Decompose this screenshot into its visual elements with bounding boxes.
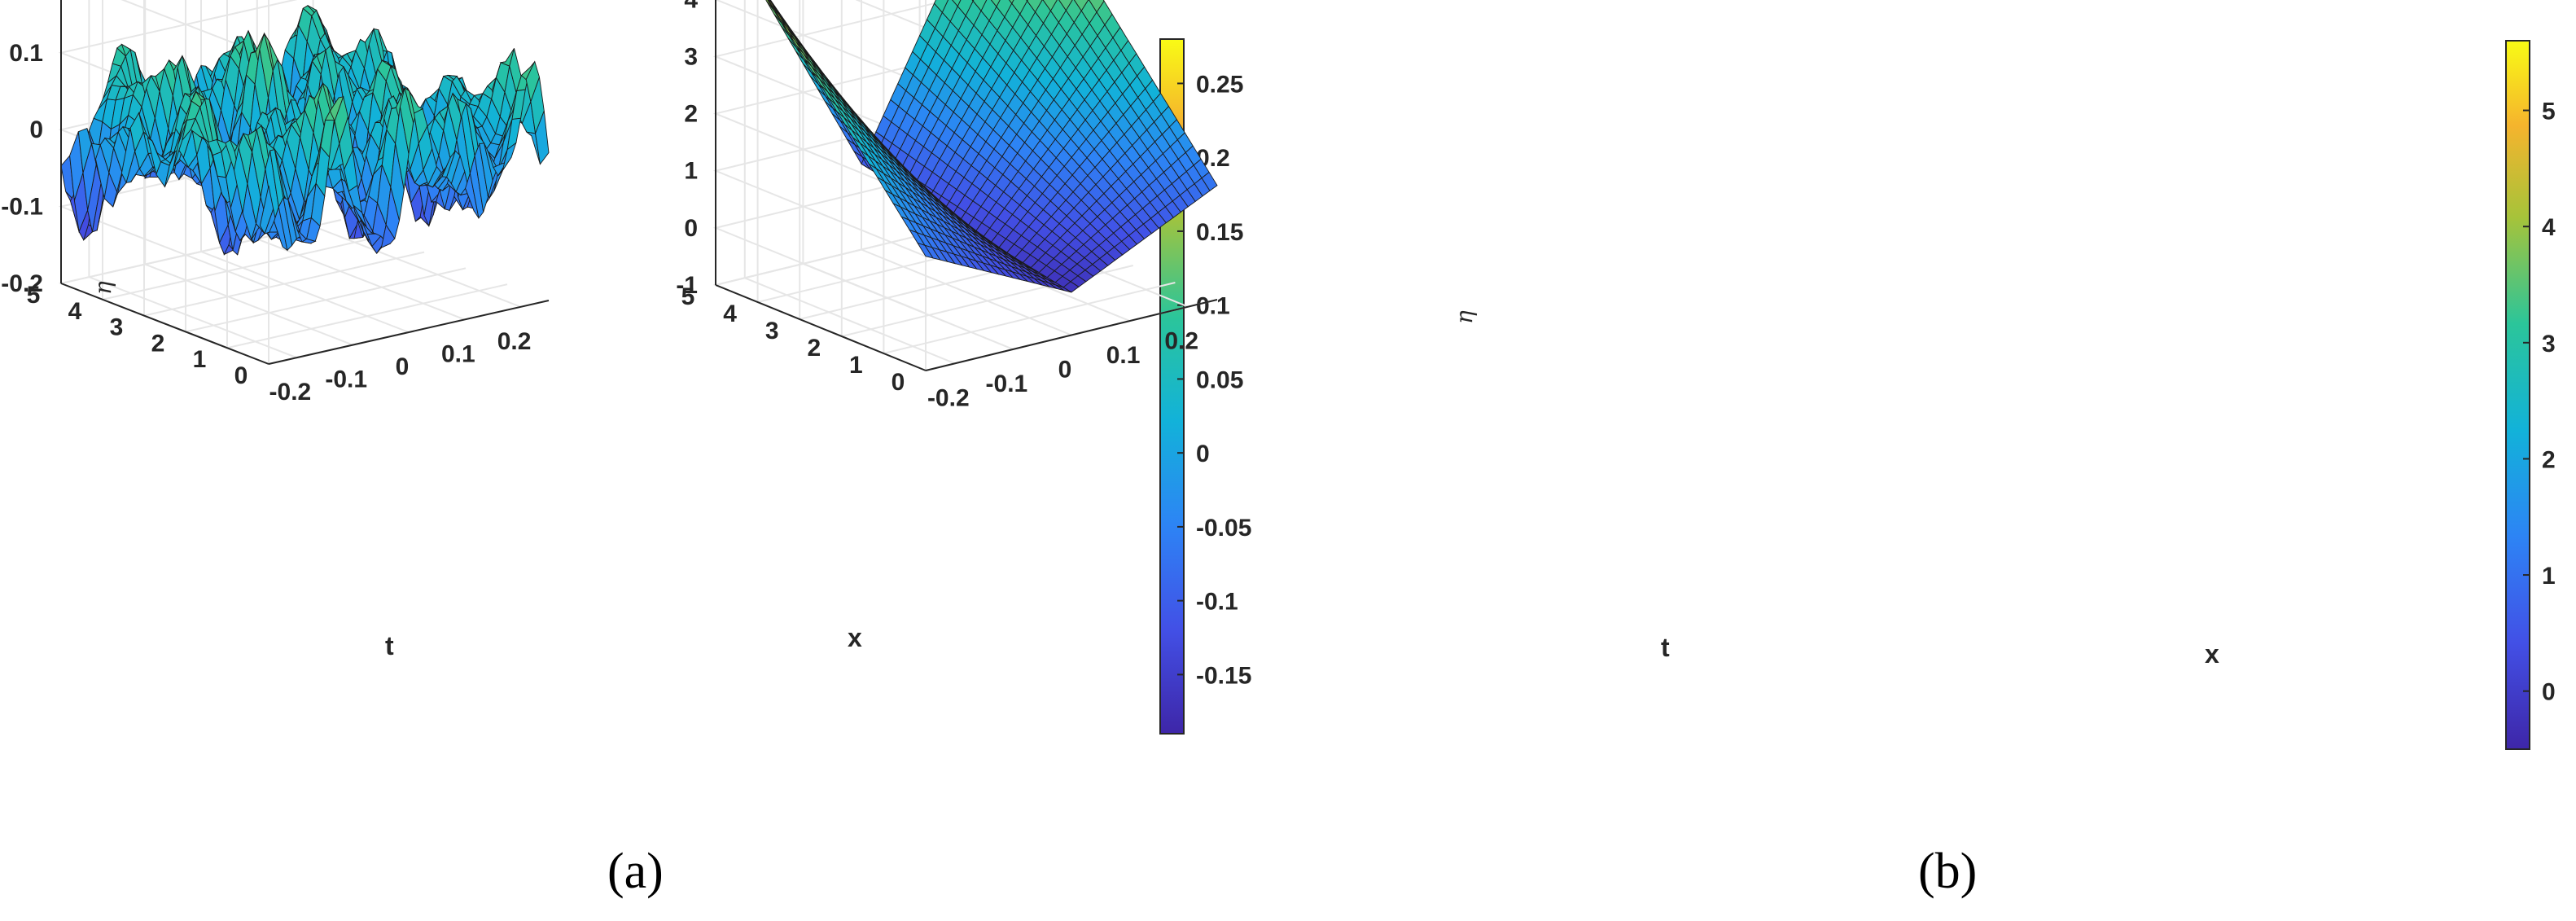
z-tick-label: 0.1 — [9, 40, 43, 67]
colorbar-tick-label: -0.1 — [1196, 589, 1238, 616]
z-tick-label: 3 — [684, 43, 698, 70]
grid-line — [144, 0, 353, 346]
z-tick-label: 4 — [684, 0, 698, 13]
surface-patch — [990, 0, 1001, 8]
z-tick-label: 1 — [684, 158, 698, 185]
panel-b-caption: (b) — [1918, 844, 1977, 899]
t-tick-label: 1 — [849, 352, 863, 379]
grid-line — [715, 0, 927, 86]
colorbar-tick-label: -0.15 — [1196, 662, 1251, 689]
colorbar-tick-label: 2 — [2542, 446, 2556, 473]
panel-a-surface — [60, 4, 550, 256]
panel-b-t-label: t — [1661, 633, 1670, 662]
grid-line — [200, 0, 410, 333]
panel-b-colorbar — [2505, 40, 2530, 750]
colorbar-tick-label: 0.05 — [1196, 366, 1243, 393]
grid-line — [861, 0, 1072, 336]
z-tick-label: 0 — [29, 116, 43, 143]
t-tick-label: 3 — [110, 314, 124, 341]
panel-b-x-label: x — [2205, 639, 2219, 669]
panel-b-colorbar-ticks: 0 1 2 3 4 5 — [2523, 99, 2556, 706]
x-tick-label: -0.1 — [325, 366, 367, 393]
t-tick-label: 4 — [68, 298, 82, 325]
t-tick-label: 3 — [765, 318, 779, 344]
surface-patch — [535, 111, 550, 165]
axis-line — [715, 284, 927, 371]
t-tick-label: 5 — [681, 283, 695, 310]
t-tick-label: 2 — [151, 330, 165, 357]
surface-patch — [1201, 171, 1218, 191]
colorbar-tick-label: -0.05 — [1196, 515, 1251, 542]
colorbar-tick-label: 1 — [2542, 563, 2556, 590]
panel-a-x-label: x — [848, 623, 862, 652]
panel-a-axis-lines — [60, 0, 550, 365]
axis-line — [925, 299, 1218, 371]
x-tick-label: 0.1 — [441, 340, 475, 367]
t-tick-label: 1 — [193, 346, 207, 373]
x-tick-label: -0.2 — [927, 384, 970, 411]
x-tick-label: 0 — [1058, 357, 1072, 384]
colorbar-tick-label: 0 — [2542, 679, 2556, 706]
z-tick-label: -0.1 — [1, 194, 43, 221]
grid-line — [88, 0, 297, 359]
panel-a: -0.2-0.100.10.2012345-0.2-0.100.10.20.3 … — [1, 0, 1251, 899]
t-tick-label: 5 — [27, 282, 41, 309]
x-tick-label: 0.2 — [497, 328, 532, 355]
x-tick-label: 0.1 — [1106, 342, 1141, 369]
panel-a-z-label: η — [90, 281, 116, 295]
t-tick-label: 4 — [723, 300, 737, 327]
grid-line — [120, 0, 269, 58]
z-tick-label: -1 — [676, 272, 698, 299]
grid-line — [743, 0, 956, 365]
x-tick-label: -0.1 — [986, 371, 1028, 397]
panel-b-z-label: η — [1451, 310, 1478, 324]
z-tick-label: -0.2 — [1, 270, 43, 297]
z-tick-label: 2 — [684, 101, 698, 128]
x-tick-label: -0.2 — [269, 379, 312, 406]
colorbar-tick-label: 4 — [2542, 214, 2556, 241]
colorbar-tick-label: 0.25 — [1196, 71, 1243, 98]
colorbar-tick-label: 0.15 — [1196, 219, 1243, 246]
grid-line — [802, 0, 1014, 350]
t-tick-label: 2 — [807, 335, 821, 362]
axis-line — [60, 283, 269, 365]
x-tick-label: 0 — [396, 353, 410, 380]
panel-a-t-label: t — [385, 631, 394, 660]
panel-a-caption: (a) — [607, 844, 664, 899]
colorbar-tick-label: 3 — [2542, 331, 2556, 357]
z-tick-label: 0 — [684, 215, 698, 242]
colorbar-tick-label: 0 — [1196, 441, 1210, 467]
t-tick-label: 0 — [234, 362, 248, 389]
panel-b-surface — [765, 0, 1218, 293]
surface-patch — [952, 0, 962, 7]
axis-line — [268, 300, 550, 365]
panel-b-axis-lines — [715, 0, 1218, 371]
t-tick-label: 0 — [892, 369, 905, 396]
x-tick-label: 0.2 — [1164, 328, 1198, 355]
colorbar-tick-label: 0.1 — [1196, 293, 1230, 320]
colorbar-tick-label: 5 — [2542, 99, 2556, 125]
surface-patch — [1009, 0, 1014, 5]
